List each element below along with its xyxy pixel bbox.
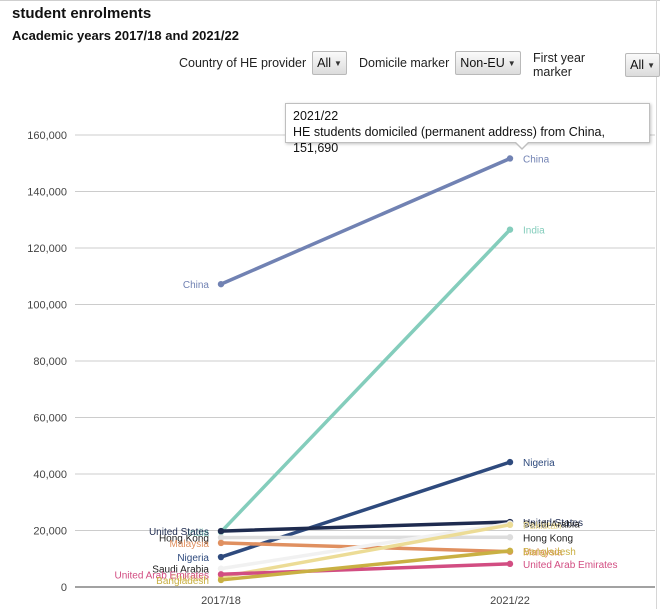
first-year-marker-dropdown[interactable]: All ▼: [625, 53, 660, 77]
series-label-india: India: [523, 226, 545, 237]
series-label-pakistan: Pakistan: [171, 573, 209, 584]
data-point-china: [506, 155, 514, 162]
y-tick-label: 0: [61, 582, 67, 594]
caret-down-icon: ▼: [647, 60, 655, 70]
series-line-china: [219, 156, 512, 286]
y-tick-label: 100,000: [27, 300, 67, 312]
tooltip-text: HE students domiciled (permanent address…: [293, 125, 605, 155]
country-of-provider-dropdown[interactable]: All ▼: [312, 51, 347, 75]
series-line-bangladesh: [219, 549, 512, 582]
data-point-united-arab-emirates: [217, 571, 225, 578]
series-label-nigeria: Nigeria: [177, 553, 209, 564]
filter-label: Domicile marker: [359, 56, 450, 70]
series-label-bangladesh: Bangladesh: [523, 547, 576, 558]
series-line-nigeria: [219, 460, 512, 559]
y-tick-label: 160,000: [27, 130, 67, 142]
data-point-hong-kong: [506, 534, 514, 541]
y-tick-label: 60,000: [33, 413, 67, 425]
y-tick-label: 20,000: [33, 526, 67, 538]
dropdown-value: All: [630, 58, 645, 72]
data-point-pakistan: [506, 521, 514, 529]
series-label-china: China: [523, 154, 550, 165]
series-label-bangladesh: Bangladesh: [156, 576, 209, 587]
data-point-india: [506, 226, 514, 233]
filter-label: First year marker: [533, 51, 586, 79]
series-label-hong-kong: Hong Kong: [523, 533, 573, 544]
data-point-china: [217, 280, 225, 288]
right-border: [656, 0, 657, 609]
data-point-united-states: [217, 527, 225, 535]
filter-domicile-marker: Domicile marker Non-EU ▼: [359, 51, 521, 75]
data-point-united-arab-emirates: [506, 560, 514, 568]
data-point-hong-kong: [217, 534, 225, 541]
data-point-malaysia: [217, 539, 225, 547]
series-label-hong-kong: Hong Kong: [159, 534, 209, 545]
series-label-united-states: United States: [149, 527, 209, 538]
x-tick-label: 2017/18: [201, 595, 241, 607]
series-label-china: China: [183, 280, 210, 291]
dropdown-value: Non-EU: [460, 56, 505, 70]
series-label-united-arab-emirates: United Arab Emirates: [523, 560, 618, 571]
y-tick-label: 80,000: [33, 356, 67, 368]
series-line-united-arab-emirates: [219, 562, 512, 577]
filter-country-of-provider: Country of HE provider All ▼: [179, 51, 347, 75]
tooltip-arrow-fill: [515, 141, 529, 148]
series-label-malaysia: Malaysia: [170, 539, 210, 550]
data-point-bangladesh: [217, 576, 225, 584]
series-label-united-arab-emirates: United Arab Emirates: [115, 570, 210, 581]
series-line-india: [219, 227, 512, 534]
series-label-india: India: [187, 528, 209, 539]
data-tooltip: 2021/22 HE students domiciled (permanent…: [285, 103, 650, 155]
x-tick-label: 2021/22: [490, 595, 530, 607]
top-border: [0, 0, 660, 1]
tooltip-year: 2021/22: [293, 109, 339, 123]
series-label-pakistan: Pakistan: [523, 521, 561, 532]
caret-down-icon: ▼: [507, 58, 516, 68]
filter-label: Country of HE provider: [179, 56, 307, 70]
caret-down-icon: ▼: [334, 58, 342, 68]
dropdown-value: All: [317, 56, 332, 70]
series-label-nigeria: Nigeria: [523, 458, 555, 469]
series-line-saudi-arabia: [219, 521, 512, 571]
y-tick-label: 40,000: [33, 469, 67, 481]
domicile-marker-dropdown[interactable]: Non-EU ▼: [455, 51, 521, 75]
series-line-united-states: [219, 520, 512, 533]
data-point-saudi-arabia: [217, 565, 225, 572]
chart-title: student enrolments: [12, 5, 152, 22]
series-label-united-states: United States: [523, 518, 583, 529]
chart-subtitle: Academic years 2017/18 and 2021/22: [12, 28, 239, 43]
series-label-saudi-arabia: Saudi Arabia: [152, 565, 209, 576]
filter-first-year-marker: First year marker All ▼: [533, 51, 660, 79]
y-tick-label: 120,000: [27, 243, 67, 255]
series-label-saudi-arabia: Saudi Arabia: [523, 519, 580, 530]
data-point-nigeria: [506, 458, 514, 466]
data-point-bangladesh: [506, 547, 514, 555]
y-tick-label: 140,000: [27, 187, 67, 199]
series-label-malaysia: Malaysia: [523, 548, 563, 559]
data-point-nigeria: [217, 553, 225, 561]
series-line-pakistan: [219, 523, 512, 579]
